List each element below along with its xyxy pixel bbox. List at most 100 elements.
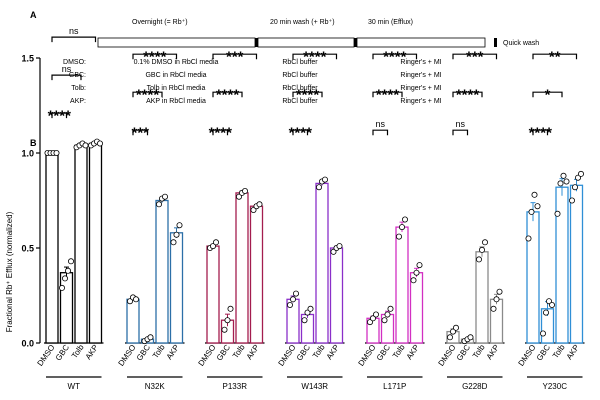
bar-y230c-akp <box>569 184 584 344</box>
y-tick-label-0-5: 0.5 <box>21 244 34 254</box>
sig-label-wt-1: **** <box>48 108 72 125</box>
point-l171p-akp-1 <box>410 277 417 284</box>
point-l171p-dmso-3 <box>372 311 379 318</box>
y-tick-label-0-0: 0.0 <box>21 339 34 349</box>
x-tick-label-wt-tolb: Tolb <box>70 343 86 361</box>
sig-bracket-n32k-3 <box>132 53 178 60</box>
bar-l171p-akp <box>409 272 424 344</box>
point-y230c-dmso-2 <box>528 208 535 215</box>
sig-label-n32k-1: *** <box>131 125 149 142</box>
timeline-quick-wash-marker-1 <box>255 38 258 47</box>
x-tick-label-p133r-akp: AKP <box>245 343 262 361</box>
point-wt-gbc-2 <box>62 275 69 282</box>
sig-bracket-g228d-1 <box>452 129 469 136</box>
row-dmso-efflux: Ringer's + MI <box>400 59 441 66</box>
bar-y230c-dmso <box>526 211 540 344</box>
x-tick-label-w143r-akp: AKP <box>325 343 342 361</box>
point-l171p-gbc-2 <box>384 311 391 318</box>
x-tick-label-y230c-dmso: DMSO <box>517 343 538 368</box>
point-wt-gbc-3 <box>65 267 72 274</box>
sig-bracket-n32k-1 <box>132 129 149 136</box>
x-tick-label-g228d-akp: AKP <box>485 343 502 361</box>
sig-label-l171p-3: **** <box>383 49 407 66</box>
bar-w143r-akp <box>329 247 344 344</box>
group-label-l171p: L171P <box>383 382 406 391</box>
row-akp-overnight: AKP in RbCl media <box>146 98 206 105</box>
row-dmso-name: DMSO: <box>63 59 86 66</box>
point-y230c-akp-3 <box>575 174 582 181</box>
bar-p133r-tolb <box>235 192 249 344</box>
sig-bracket-wt-2 <box>51 74 82 81</box>
x-tick-label-y230c-akp: AKP <box>565 343 582 361</box>
point-n32k-tolb-1 <box>155 201 162 208</box>
panel-b-label: B <box>30 138 37 148</box>
sig-bracket-w143r-3 <box>292 53 338 60</box>
point-wt-gbc-1 <box>59 284 66 291</box>
point-y230c-gbc-3 <box>546 298 553 305</box>
x-tick-label-l171p-tolb: Tolb <box>391 343 407 361</box>
sig-bracket-y230c-1 <box>532 129 549 136</box>
point-p133r-dmso-2 <box>209 243 216 250</box>
phase-efflux-label: 30 min (Efflux) <box>368 19 413 26</box>
point-g228d-akp-3 <box>496 288 503 295</box>
sig-label-g228d-1: ns <box>455 119 465 129</box>
sig-bracket-l171p-1 <box>372 129 389 136</box>
y-tick-label-1-0: 1.0 <box>21 149 34 159</box>
sig-label-wt-2: ns <box>62 64 72 74</box>
point-n32k-dmso-3 <box>132 296 139 303</box>
point-p133r-dmso-3 <box>212 239 219 246</box>
bar-g228d-tolb <box>475 251 489 344</box>
point-l171p-akp-3 <box>416 262 423 269</box>
point-wt-gbc-4 <box>68 258 75 265</box>
bar-chart: 0.00.51.01.5DMSOGBCTolbAKP****nsnsWTDMSO… <box>21 26 585 391</box>
x-tick-label-n32k-gbc: GBC <box>135 343 152 363</box>
panel-a-label: A <box>30 10 37 20</box>
x-tick-label-g228d-gbc: GBC <box>455 343 472 363</box>
sig-bracket-wt-1 <box>51 112 68 119</box>
row-tolb-efflux: Ringer's + MI <box>400 85 441 92</box>
quick-wash-legend-label: Quick wash <box>503 40 539 47</box>
point-p133r-akp-3 <box>256 201 263 208</box>
point-g228d-tolb-3 <box>481 239 488 246</box>
phase-wash-label: 20 min wash (+ Rb⁺) <box>270 19 335 26</box>
sig-bracket-g228d-3 <box>452 53 498 60</box>
x-tick-label-l171p-akp: AKP <box>405 343 422 361</box>
point-n32k-gbc-3 <box>147 334 154 341</box>
point-g228d-akp-2 <box>493 296 500 303</box>
point-y230c-akp-2 <box>572 184 579 191</box>
sig-label-y230c-3: ** <box>549 49 561 66</box>
timeline-wash-box <box>257 37 355 48</box>
timeline-overnight-box <box>97 37 256 48</box>
point-wt-dmso-4 <box>53 149 60 156</box>
bar-l171p-tolb <box>395 226 409 344</box>
x-tick-label-n32k-akp: AKP <box>165 343 182 361</box>
point-n32k-akp-3 <box>176 222 183 229</box>
point-y230c-akp-1 <box>569 197 576 204</box>
point-y230c-dmso-4 <box>534 203 541 210</box>
bar-w143r-tolb <box>315 182 329 344</box>
sig-bracket-y230c-3 <box>532 53 578 60</box>
y-axis-title: Fractional Rb⁺ Efflux (normalized) <box>5 211 14 332</box>
row-tolb-name: Tolb: <box>71 85 86 92</box>
x-tick-label-g228d-tolb: Tolb <box>471 343 487 361</box>
point-y230c-akp-4 <box>578 170 585 177</box>
protocol-table: DMSO: 0.1% DMSO in RbCl media RbCl buffe… <box>63 59 442 105</box>
sig-label-n32k-3: **** <box>143 49 167 66</box>
sig-label-g228d-3: *** <box>466 49 484 66</box>
bar-n32k-tolb <box>155 199 169 344</box>
sig-label-wt-3: ns <box>69 26 79 36</box>
x-tick-label-wt-akp: AKP <box>84 343 101 361</box>
group-label-n32k: N32K <box>145 382 166 391</box>
point-n32k-akp-1 <box>170 239 177 246</box>
x-tick-label-p133r-gbc: GBC <box>215 343 232 363</box>
group-label-wt: WT <box>68 382 81 391</box>
x-tick-label-w143r-gbc: GBC <box>295 343 312 363</box>
point-w143r-gbc-2 <box>304 309 311 316</box>
sig-label-n32k-2: **** <box>136 87 160 104</box>
bar-n32k-dmso <box>126 298 140 344</box>
sig-bracket-l171p-3 <box>372 53 418 60</box>
bar-wt-gbc <box>59 272 74 344</box>
point-g228d-dmso-3 <box>452 324 459 331</box>
point-p133r-gbc-3 <box>227 305 234 312</box>
